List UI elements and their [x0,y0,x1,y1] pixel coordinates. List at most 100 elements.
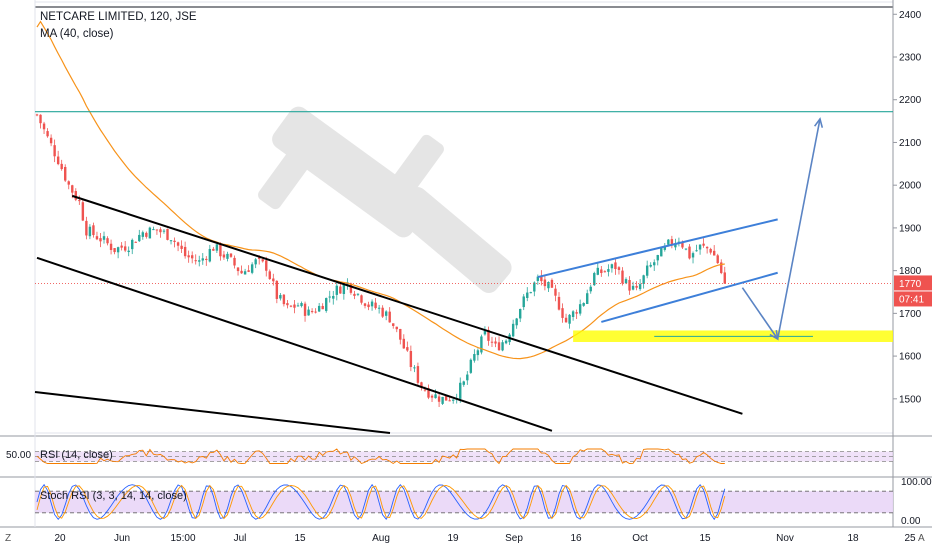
candle-body [39,114,42,124]
price-tick-label: 1600 [899,352,922,363]
projection-down-arrow[interactable] [741,287,779,340]
drawings-layer[interactable] [34,111,893,434]
time-tick-label: Oct [632,533,648,544]
candle-body [483,330,487,335]
candle-body [187,255,190,258]
candle-body [289,305,293,307]
candle-body [296,305,300,307]
candle-body [688,246,691,259]
price-axis[interactable]: 2400 2300 2200 2100 2000 1900 1800 1700 1600 1500… [893,10,932,406]
rsi-pane[interactable] [35,448,893,465]
candle-body [575,312,578,314]
price-tick-label: 1900 [899,223,922,234]
ma-legend[interactable]: MA (40, close) [40,28,114,40]
candle-body [325,298,328,311]
candle-body [667,239,670,245]
candle-body [451,399,455,401]
candle-body [169,240,173,242]
candle-body [152,229,155,231]
countdown-label: 07:41 [899,294,924,305]
auto-scale-button[interactable]: A [918,533,925,544]
candle-body [74,191,77,200]
candle-body [56,156,60,165]
candle-body [540,275,543,282]
candle-body [42,123,46,130]
candle-body [723,272,726,284]
candle-body [339,286,342,294]
grid [0,0,932,528]
candle-body [547,281,550,289]
arrowhead-up[interactable] [813,117,824,128]
candle-body [53,145,56,157]
stoch-legend[interactable]: Stoch RSI (3, 3, 14, 14, close) [40,490,187,502]
candle-body [716,255,719,264]
projection-up-arrow[interactable] [776,118,821,340]
candle-body [335,285,338,295]
candle-body [233,257,236,266]
candle-body [384,311,388,316]
candle-body [459,382,462,399]
candle-body [226,253,229,259]
candle-body [120,245,123,248]
candle-body [229,253,233,257]
candle-body [568,314,571,324]
candle-body [85,220,88,236]
candle-body [635,285,638,288]
candle-body [392,323,395,326]
candle-body [582,303,585,306]
channel-upper-line[interactable] [71,194,743,415]
candle-body [399,328,402,340]
lower-trend-line[interactable] [34,391,391,434]
time-tick-label: 18 [847,533,859,544]
rsi-legend[interactable]: RSI (14, close) [40,449,113,461]
candle-body [102,236,106,240]
candle-body [81,202,85,221]
candle-body [205,258,208,260]
candle-body [526,292,529,298]
time-tick-label: 20 [54,533,66,544]
candle-body [642,275,645,284]
stoch-rsi-pane[interactable] [35,483,893,521]
candle-body [243,271,247,275]
ma-line [36,20,725,360]
candle-body [349,283,353,293]
candle-body [480,336,483,353]
wedge-upper-line[interactable] [537,218,778,279]
price-tick-label: 1800 [899,266,922,277]
timezone-button[interactable]: Z [5,533,11,544]
time-axis[interactable]: 20 Jun 15:00 Jul 15 Aug 19 Sep 16 Oct 15 Nov 18 25 [54,533,916,544]
candle-body [370,301,374,307]
stoch-band [35,491,893,513]
candle-body [395,326,398,330]
wedge-lower-line[interactable] [601,271,778,323]
candle-body [444,394,448,401]
candle-body [279,295,282,299]
candle-body [282,294,286,305]
candle-body [212,248,215,251]
candle-body [462,381,465,385]
candle-body [127,250,130,253]
price-tick-label: 2100 [899,138,922,149]
candle-body [360,295,363,303]
arrowhead-down[interactable] [769,329,779,341]
candle-body [250,264,254,273]
candle-body [176,242,180,246]
candle-body [621,270,624,284]
candle-body [219,243,222,257]
candle-body [476,350,480,356]
time-tick-label: 15:00 [170,533,195,544]
candle-body [427,388,430,398]
candle-body [78,200,81,202]
candle-body [501,342,504,351]
candle-body [702,243,705,246]
candle-body [649,264,652,267]
candle-body [307,309,310,316]
candle-body [286,303,289,306]
price-tick-label: 2300 [899,53,922,64]
candle-body [300,303,303,307]
channel-lower-line[interactable] [36,256,553,432]
candle-body [261,259,264,262]
candle-body [240,270,243,274]
candle-body [258,257,261,259]
